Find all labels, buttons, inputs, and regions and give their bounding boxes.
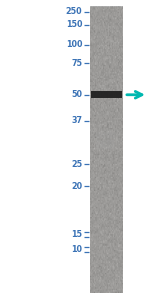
Bar: [90, 7, 123, 293]
Text: 50: 50: [71, 90, 82, 99]
Text: 75: 75: [71, 59, 82, 68]
Bar: [96, 140, 114, 148]
Bar: [91, 92, 122, 98]
Text: 25: 25: [71, 160, 83, 169]
Text: 15: 15: [71, 230, 82, 239]
Text: 250: 250: [66, 7, 82, 16]
Text: 10: 10: [71, 244, 82, 253]
Text: 20: 20: [71, 182, 83, 191]
Text: 150: 150: [66, 20, 82, 29]
Bar: [96, 132, 114, 138]
Text: 100: 100: [66, 40, 82, 49]
Text: 37: 37: [71, 116, 82, 125]
